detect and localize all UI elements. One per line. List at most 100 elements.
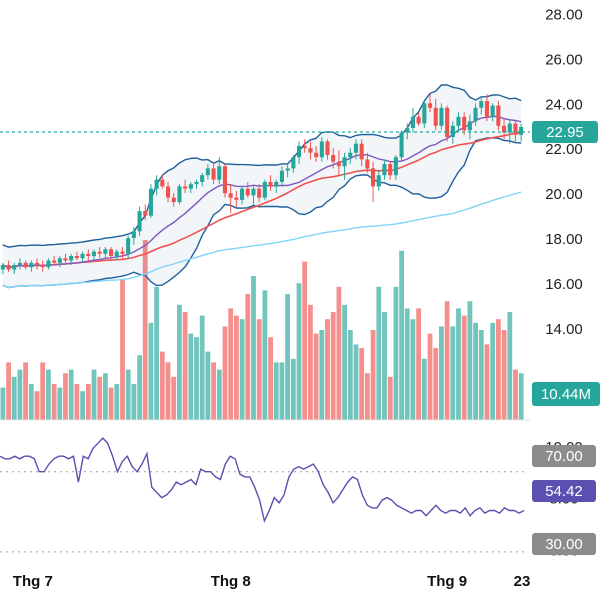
candle-body [183,186,188,189]
volume-bar [114,384,120,420]
rsi-upper-badge-bg [532,445,596,467]
candle-body [188,184,193,189]
rsi-value-badge: 54.42 [532,480,596,502]
candle-body [222,166,227,194]
candle-body [268,181,273,187]
price-tick-label: 28.00 [545,7,583,24]
volume-bar [433,348,439,420]
rsi-upper-badge: 70.00 [532,445,596,467]
volume-bar [177,304,182,420]
volume-bar [74,384,80,420]
volume-bar [370,330,376,420]
volume-bar [285,294,290,420]
volume-bar [46,369,51,420]
candle-body [416,116,421,124]
volume-bar [353,344,359,420]
price-tick-label: 18.00 [545,231,583,248]
volume-bar [159,351,165,420]
ma-fast-line [2,115,522,269]
volume-bar [23,362,28,420]
volume-bar [336,286,342,420]
candle-body [40,265,45,268]
volume-bar [239,319,245,420]
time-axis-label: Thg 9 [427,573,467,590]
price-tick-label: 22.00 [545,141,583,158]
volume-bar [251,276,256,420]
volume-bar [501,330,507,420]
candle-body [393,157,398,176]
rsi-value-badge-bg [532,480,596,502]
rsi-lower-label: 30.00 [545,536,583,553]
volume-bar [137,355,142,420]
volume-bar [473,322,478,420]
volume-bar [57,387,63,420]
volume-bar [68,369,74,420]
volume-bar [131,384,137,420]
candle-body [97,251,102,254]
price-tick-label: 16.00 [545,276,583,293]
time-axis-label: 23 [514,573,531,590]
candle-body [160,179,165,187]
volume-bar [382,312,387,420]
volume-bar [6,362,11,420]
volume-bar [165,362,171,420]
volume-bar [256,319,262,420]
candle-body [35,262,40,265]
rsi-lower-badge: 30.00 [532,533,596,555]
candle-body [177,186,182,203]
volume-bar [376,286,382,420]
volume-bar [273,362,279,420]
candle-body [103,249,108,254]
volume-bar [85,384,91,420]
candles [0,94,524,275]
candle-body [456,116,461,126]
volume-bar [444,301,450,420]
volume-bar [154,286,159,420]
candle-body [257,188,262,198]
candle-body [479,101,484,108]
volume-bar [467,301,473,420]
volume-bar [518,373,524,420]
candle-body [519,126,524,135]
candle-body [205,168,210,176]
candle-body [126,238,131,254]
candle-body [262,181,267,198]
volume-bar [399,250,404,420]
volume-bar [120,279,125,420]
candle-body [0,265,5,270]
candle-body [80,253,85,259]
candle-body [57,258,62,263]
candle-body [166,186,171,198]
ma-long-line [2,191,522,289]
candle-body [297,146,302,158]
candle-body [52,260,57,263]
candle-body [342,157,347,167]
candle-body [371,168,376,187]
candle-body [12,265,17,270]
candle-body [513,123,518,135]
volume-bar [404,308,410,420]
volume-bar [80,391,85,420]
volume-bar [91,369,97,420]
rsi-lower-badge-bg [532,533,596,555]
volume-bar [421,358,427,420]
price-tick-label: 20.00 [545,186,583,203]
candle-body [211,168,216,180]
price-axis: 28.00 26.00 24.00 22.00 20.00 18.00 16.00 14.00 [545,7,583,338]
volume-bar [359,348,365,420]
volume-bar [325,319,330,420]
volume-bar [51,384,57,420]
volume-bar [490,322,496,420]
volume-bar [330,312,336,420]
candle-body [365,159,370,169]
volume-bar [234,315,239,420]
candle-body [245,188,250,196]
candle-body [319,141,324,158]
volume-bar [456,308,461,420]
candle-body [467,121,472,131]
volume-bar [410,319,416,420]
volume-bar [365,373,370,420]
volume-badge-bg [532,382,600,406]
time-axis-label: Thg 8 [211,573,251,590]
